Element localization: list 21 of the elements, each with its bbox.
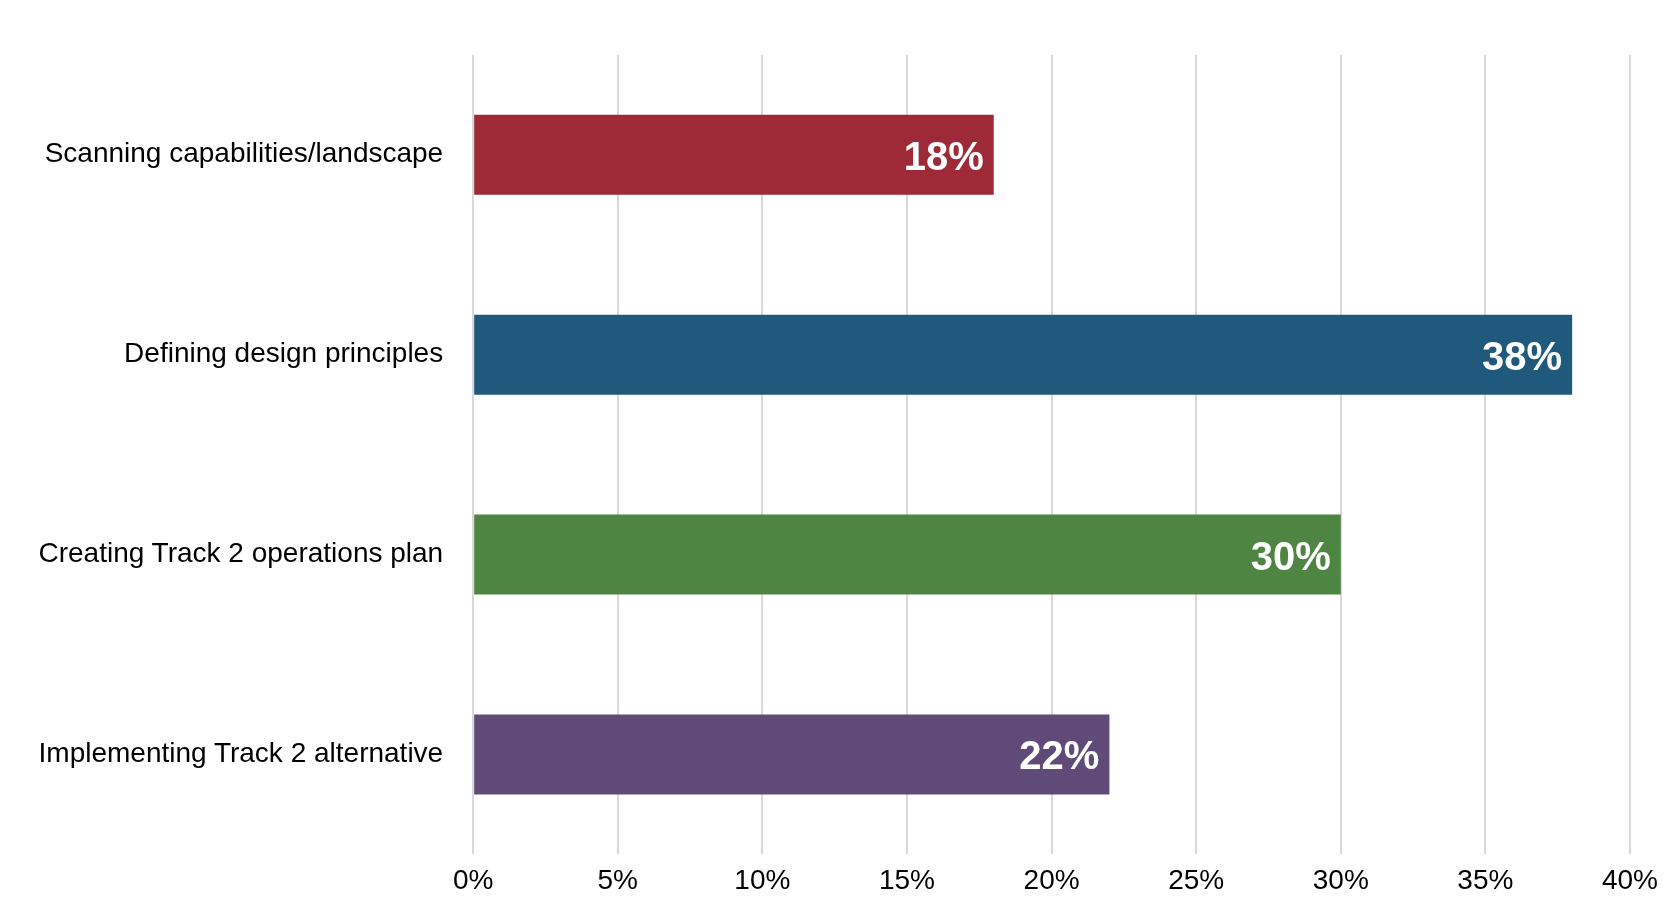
x-tick-label: 5% (597, 863, 639, 895)
y-tick-label: Creating Track 2 operations plan (38, 537, 444, 569)
x-tick-label: 15% (878, 863, 935, 895)
bar (474, 114, 994, 195)
data-label: 30% (1250, 533, 1331, 578)
y-tick-label: Implementing Track 2 alternative (38, 737, 444, 769)
x-tick-label: 10% (734, 863, 791, 895)
x-tick-label: 30% (1312, 863, 1369, 895)
x-tick-label: 20% (1023, 863, 1080, 895)
x-tick-label: 0% (452, 863, 494, 895)
bar (474, 714, 1110, 795)
bar (474, 514, 1341, 595)
y-tick-label: Scanning capabilities/landscape (44, 137, 444, 169)
bar (474, 314, 1573, 395)
x-tick-label: 35% (1457, 863, 1514, 895)
data-label: 38% (1482, 333, 1563, 378)
x-tick-label: 25% (1168, 863, 1225, 895)
data-label: 22% (1019, 733, 1100, 778)
y-tick-label: Defining design principles (124, 337, 444, 369)
x-tick-label: 40% (1601, 863, 1658, 895)
data-label: 18% (903, 133, 984, 178)
